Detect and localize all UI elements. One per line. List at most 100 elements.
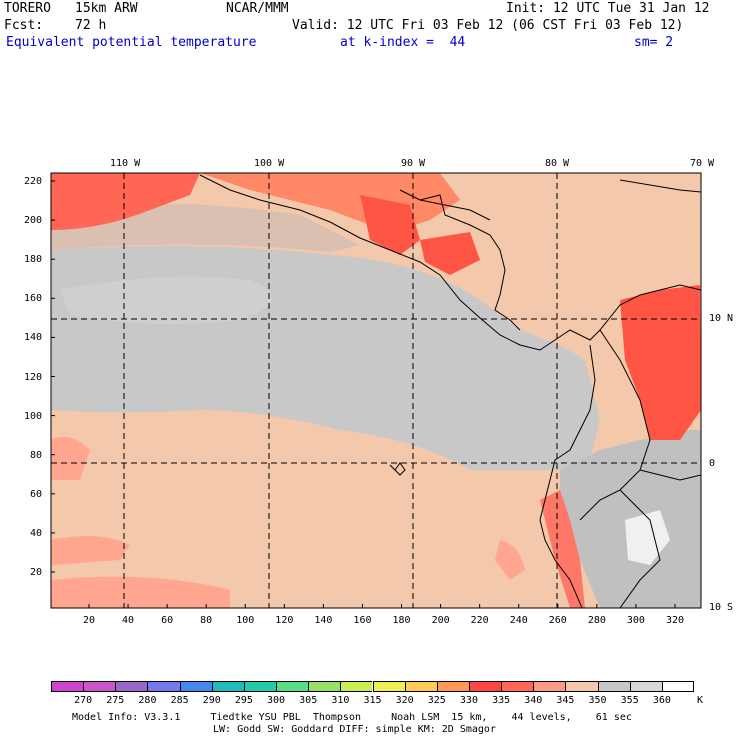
- field-red-honduras: [420, 232, 480, 275]
- colorbar-label: 330: [459, 695, 478, 706]
- y-tick-label: 180: [24, 254, 43, 266]
- field-sa-white: [625, 510, 670, 565]
- graticule: [51, 173, 701, 608]
- colorbar-swatch: [565, 681, 598, 692]
- y-tick-label: 100: [24, 410, 43, 422]
- x-tick-label: 160: [353, 615, 372, 626]
- colorbar-label: 335: [492, 695, 511, 706]
- y-tick-label: 80: [30, 449, 43, 461]
- colorbar-label: 305: [299, 695, 318, 706]
- colorbar-swatch: [115, 681, 148, 692]
- forecast-label: Fcst:: [4, 18, 44, 33]
- colorbar-swatch: [51, 681, 84, 692]
- footer-model-info: Model Info: V3.3.1 Tiedtke YSU PBL Thomp…: [72, 712, 632, 723]
- colorbar-swatch: [501, 681, 534, 692]
- colorbar-label: 275: [106, 695, 125, 706]
- coastlines: [199, 174, 701, 608]
- lat-label-eq: 0: [709, 458, 716, 469]
- field-lightgray-1: [60, 276, 273, 324]
- border-mexico-guatemala: [419, 199, 491, 221]
- field-patch-4: [495, 540, 525, 580]
- colorbar-swatch: [629, 681, 662, 692]
- footer-physics: LW: Godd SW: Goddard DIFF: simple KM: 2D…: [213, 724, 496, 735]
- y-tick-label: 40: [30, 527, 43, 539]
- coastline-sa-west: [539, 344, 596, 608]
- lat-label-10s: 10 S: [709, 602, 734, 613]
- colorbar-swatch: [340, 681, 373, 692]
- colorbar-unit: K: [697, 695, 704, 706]
- colorbar-label: 325: [427, 695, 446, 706]
- colorbar-swatch: [372, 681, 405, 692]
- colorbar-label: 315: [363, 695, 382, 706]
- colorbar-swatch: [468, 681, 502, 692]
- lon-label-110w: 110 W: [110, 158, 141, 169]
- colorbar-label: 290: [202, 695, 221, 706]
- border-peru-brazil: [639, 469, 701, 481]
- colorbar-swatch: [179, 681, 212, 692]
- x-tick-label: 260: [548, 615, 567, 626]
- valid-time: Valid: 12 UTC Fri 03 Feb 12 (06 CST Fri …: [292, 18, 684, 33]
- field-patch-2: [51, 536, 130, 565]
- colorbar-swatch: [83, 681, 116, 692]
- x-tick-label: 120: [275, 615, 294, 626]
- colorbar-label: 320: [395, 695, 414, 706]
- colorbar-swatch: [308, 681, 341, 692]
- colorbar-swatch: [211, 681, 244, 692]
- colorbar-label: 285: [170, 695, 189, 706]
- y-tick-label: 160: [24, 293, 43, 305]
- x-tick-label: 320: [665, 615, 685, 626]
- colorbar-swatch: [661, 681, 694, 692]
- x-tick-label: 80: [200, 615, 213, 626]
- y-tick-label: 140: [24, 332, 43, 344]
- colorbar-swatch: [533, 681, 566, 692]
- lat-label-10n: 10 N: [709, 313, 734, 324]
- lon-label-100w: 100 W: [254, 158, 285, 169]
- colorbar-label: 350: [588, 695, 607, 706]
- y-tick-label: 60: [30, 488, 43, 500]
- x-tick-label: 180: [392, 615, 411, 626]
- x-tick-label: 280: [587, 615, 606, 626]
- lon-label-70w: 70 W: [690, 158, 715, 169]
- colorbar-label: 310: [331, 695, 350, 706]
- border-colombia-ecuador-peru: [579, 329, 651, 521]
- x-tick-label: 140: [314, 615, 333, 626]
- colorbar-label: 280: [138, 695, 157, 706]
- field-patch-3: [51, 576, 230, 608]
- lon-label-90w: 90 W: [401, 158, 426, 169]
- colorbar-label: 355: [620, 695, 639, 706]
- colorbar-label: 340: [524, 695, 543, 706]
- smoothing: sm= 2: [634, 35, 674, 50]
- x-tick-label: 60: [161, 615, 174, 626]
- y-tick-label: 120: [24, 371, 43, 383]
- level-index: at k-index = 44: [340, 35, 466, 50]
- colorbar-swatch: [243, 681, 277, 692]
- x-tick-label: 200: [431, 615, 450, 626]
- field-red-colombia: [620, 285, 701, 440]
- y-tick-label: 220: [24, 176, 43, 187]
- init-time: Init: 12 UTC Tue 31 Jan 12: [506, 1, 710, 16]
- x-tick-label: 40: [122, 615, 135, 626]
- organization: NCAR/MMM: [226, 1, 289, 16]
- field-red-peru: [540, 490, 585, 608]
- galapagos-islands: [389, 462, 406, 476]
- model-resolution: 15km ARW: [75, 1, 138, 16]
- field-patch-1: [51, 436, 90, 480]
- coastline-pacific-ca: [199, 174, 701, 351]
- colorbar-label: 270: [74, 695, 93, 706]
- field-red-guatemala: [360, 195, 420, 255]
- axis-ticks: [51, 180, 676, 608]
- map-field: [51, 173, 701, 608]
- colorbar-label: 345: [556, 695, 575, 706]
- colorbar-swatch: [597, 681, 630, 692]
- field-name: Equivalent potential temperature: [6, 35, 257, 50]
- x-tick-label: 240: [509, 615, 528, 626]
- colorbar-swatch: [276, 681, 309, 692]
- x-tick-label: 220: [470, 615, 489, 626]
- coastline-caribbean-islands: [619, 179, 701, 193]
- field-red-nw: [51, 173, 200, 230]
- colorbar-swatch: [404, 681, 437, 692]
- map-frame: [50, 172, 702, 609]
- x-tick-label: 300: [626, 615, 645, 626]
- x-tick-label: 100: [236, 615, 255, 626]
